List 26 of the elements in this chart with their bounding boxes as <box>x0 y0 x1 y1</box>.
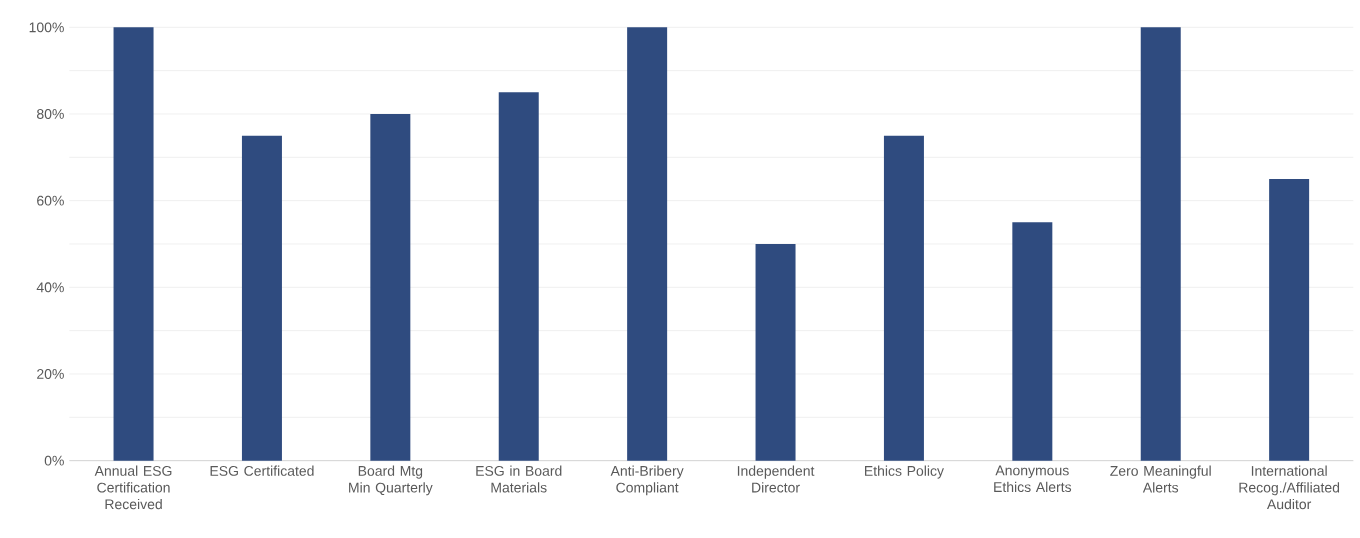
x-tick-label: International Recog./Affiliated Auditor <box>1239 465 1340 510</box>
x-tick-label: Anonymous Ethics Alerts <box>994 465 1072 493</box>
y-tick-label: 40% <box>36 282 64 293</box>
bar <box>241 135 282 461</box>
bar <box>1140 27 1181 461</box>
x-tick-label: Annual ESG Certification Received <box>94 465 172 510</box>
x-tick-label: ESG Certificated <box>210 465 314 476</box>
x-tick-label: ESG in Board Materials <box>476 465 562 493</box>
bar <box>627 27 668 461</box>
x-tick-label: Zero Meaningful Alerts <box>1110 465 1211 493</box>
bar <box>883 135 924 461</box>
y-tick-label: 80% <box>37 109 64 119</box>
y-tick-label: 0% <box>44 455 64 466</box>
x-tick-label: Ethics Policy <box>865 465 944 479</box>
bar <box>1269 178 1310 461</box>
x-tick-label: Board Mtg Min Quarterly <box>349 465 433 496</box>
bar <box>498 92 539 461</box>
bar <box>755 243 796 461</box>
x-tick-label: Anti-Bribery Compliant <box>610 465 684 496</box>
bar <box>113 27 154 461</box>
y-tick-label: 20% <box>37 369 64 379</box>
y-tick-label: 60% <box>37 195 64 206</box>
y-tick-label: 100% <box>29 22 64 33</box>
bar <box>370 113 411 461</box>
x-tick-label: Independent Director <box>737 465 815 493</box>
bar <box>1012 222 1053 461</box>
